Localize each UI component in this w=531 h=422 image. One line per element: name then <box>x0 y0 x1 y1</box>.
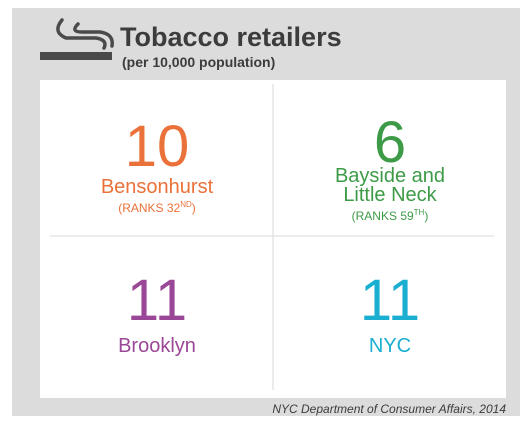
location-name: Little Neck <box>343 184 437 206</box>
stat-value: 11 <box>360 268 420 333</box>
title: Tobacco retailers <box>120 22 342 52</box>
cigarette-icon <box>40 18 114 60</box>
location-name: Brooklyn <box>118 335 196 357</box>
rank-text: (RANKS 59 <box>352 209 414 223</box>
stat-value: 11 <box>127 268 187 333</box>
rank-text: (RANKS 32 <box>118 201 180 215</box>
rank-end: ) <box>192 201 196 215</box>
rank: (RANKS 59TH) <box>352 208 429 223</box>
location-name: Bayside and <box>335 165 445 187</box>
subtitle: (per 10,000 population) <box>122 54 275 70</box>
location-name: Bensonhurst <box>101 176 214 198</box>
location-name: NYC <box>369 335 411 357</box>
rank-end: ) <box>424 209 428 223</box>
rank-ordinal: ND <box>180 200 192 209</box>
stat-value: 10 <box>125 114 190 179</box>
source: NYC Department of Consumer Affairs, 2014 <box>272 402 506 416</box>
rank-ordinal: TH <box>414 208 425 217</box>
stat-value: 6 <box>374 110 406 175</box>
rank: (RANKS 32ND) <box>118 200 196 215</box>
